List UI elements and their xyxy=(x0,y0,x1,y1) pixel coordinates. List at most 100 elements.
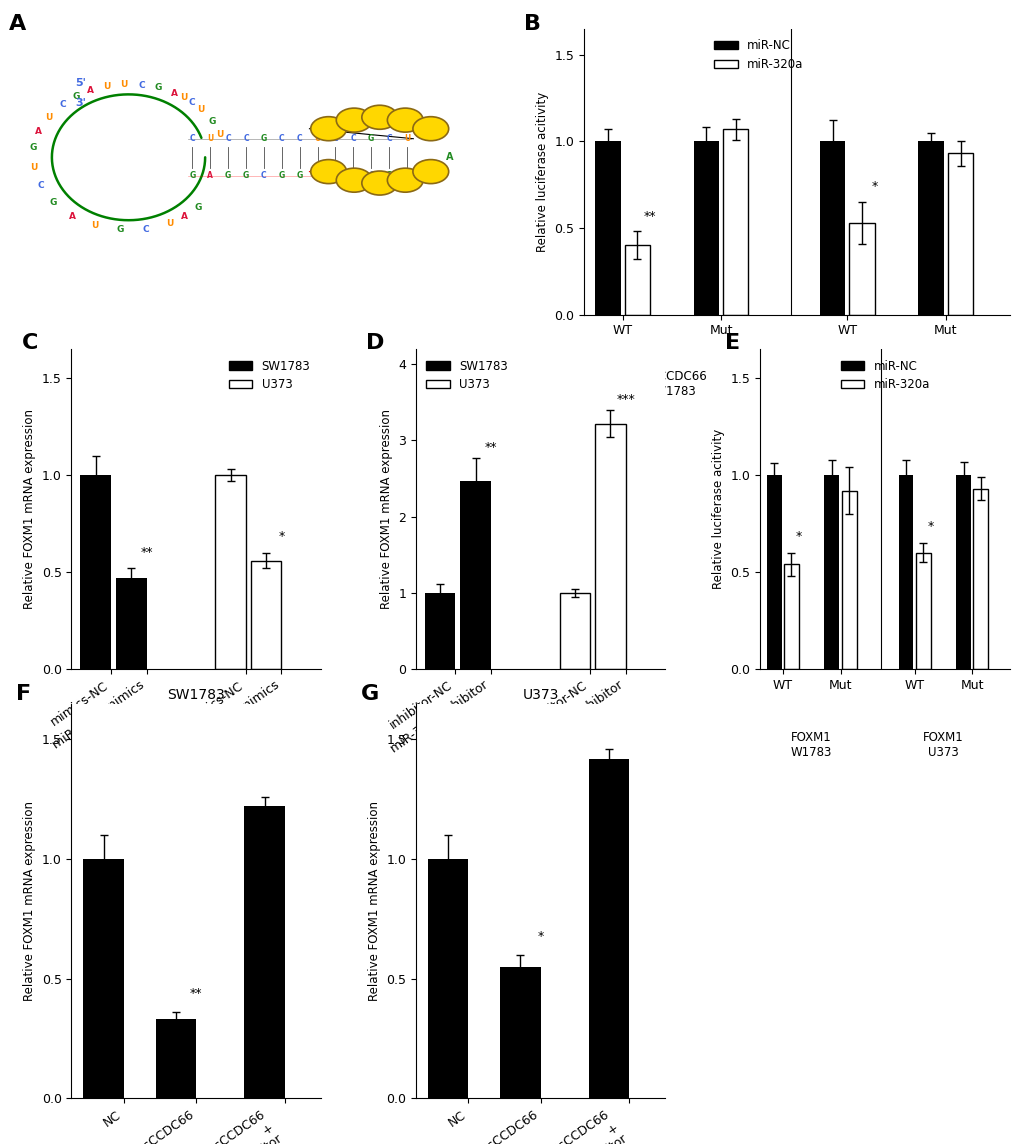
Text: 3': 3' xyxy=(75,98,86,108)
Text: G: G xyxy=(361,684,379,704)
Bar xyxy=(972,488,987,669)
Text: D: D xyxy=(366,333,384,352)
Text: E: E xyxy=(725,333,740,352)
Bar xyxy=(595,141,620,315)
Text: C: C xyxy=(297,134,303,143)
Text: A: A xyxy=(445,152,453,162)
Bar xyxy=(559,593,590,669)
Text: C: C xyxy=(190,134,195,143)
Text: G: G xyxy=(116,225,123,235)
Bar xyxy=(215,475,246,669)
Circle shape xyxy=(362,172,397,194)
Text: G: G xyxy=(154,84,162,93)
Text: C: C xyxy=(21,333,38,352)
Text: C: C xyxy=(59,100,65,109)
Bar xyxy=(460,480,490,669)
Text: ***: *** xyxy=(615,394,635,406)
Bar xyxy=(956,475,970,669)
Bar xyxy=(588,758,629,1098)
Text: A: A xyxy=(36,127,43,136)
Bar xyxy=(693,141,718,315)
Circle shape xyxy=(336,109,372,133)
Text: C: C xyxy=(189,98,195,106)
Y-axis label: Relative FOXM1 mRNA expression: Relative FOXM1 mRNA expression xyxy=(379,410,392,609)
Bar xyxy=(898,475,913,669)
Text: A: A xyxy=(314,172,320,181)
Legend: miR-NC, miR-320a: miR-NC, miR-320a xyxy=(836,355,934,396)
Text: G: G xyxy=(208,117,216,126)
Y-axis label: Relative luciferase acitivity: Relative luciferase acitivity xyxy=(535,92,548,252)
Text: C: C xyxy=(243,134,249,143)
Bar xyxy=(624,245,649,315)
Bar xyxy=(784,564,798,669)
Text: G: G xyxy=(297,172,303,181)
Text: C: C xyxy=(332,134,338,143)
Circle shape xyxy=(311,117,346,141)
Text: G: G xyxy=(72,92,79,101)
Bar xyxy=(84,859,123,1098)
Text: C: C xyxy=(143,224,149,233)
Text: *: * xyxy=(926,521,932,533)
Text: U: U xyxy=(166,219,173,228)
Circle shape xyxy=(413,117,448,141)
Text: C: C xyxy=(279,134,284,143)
Text: A: A xyxy=(68,212,75,221)
Circle shape xyxy=(336,168,372,192)
Bar xyxy=(251,561,281,669)
Bar xyxy=(917,141,943,315)
Text: A: A xyxy=(181,212,189,221)
Text: G: G xyxy=(385,172,392,181)
Text: G: G xyxy=(243,172,249,181)
Text: U: U xyxy=(30,162,38,172)
Text: **: ** xyxy=(190,987,202,1000)
Text: G: G xyxy=(261,134,267,143)
Circle shape xyxy=(311,160,346,184)
Circle shape xyxy=(387,168,423,192)
Text: **: ** xyxy=(643,209,655,223)
Y-axis label: Relative FOXM1 mRNA expression: Relative FOXM1 mRNA expression xyxy=(23,801,36,1001)
Bar xyxy=(116,578,147,669)
Bar xyxy=(245,807,284,1098)
Text: U: U xyxy=(404,134,410,143)
Text: B: B xyxy=(524,15,541,34)
Text: G: G xyxy=(368,134,374,143)
Bar xyxy=(819,141,845,315)
Text: A: A xyxy=(171,89,178,98)
Text: A: A xyxy=(404,172,410,181)
Text: C: C xyxy=(138,80,145,89)
Text: U: U xyxy=(179,93,186,102)
Bar xyxy=(424,593,454,669)
Text: G: G xyxy=(350,172,356,181)
Bar xyxy=(947,153,972,315)
Y-axis label: Relative luciferase acitivity: Relative luciferase acitivity xyxy=(711,429,725,589)
Text: U: U xyxy=(216,130,223,140)
Text: C: C xyxy=(386,134,391,143)
Legend: miR-NC, miR-320a: miR-NC, miR-320a xyxy=(708,34,807,76)
Bar xyxy=(823,475,839,669)
Title: U373: U373 xyxy=(522,689,558,702)
Y-axis label: Relative FOXM1 mRNA expression: Relative FOXM1 mRNA expression xyxy=(23,410,36,609)
Text: U: U xyxy=(120,80,127,89)
Text: G: G xyxy=(50,198,57,207)
Text: **: ** xyxy=(484,442,496,454)
Text: A: A xyxy=(207,172,213,181)
Circle shape xyxy=(413,160,448,184)
Text: U: U xyxy=(103,81,111,90)
Bar xyxy=(766,475,781,669)
Bar xyxy=(500,967,540,1098)
Text: C: C xyxy=(368,172,374,181)
Text: circCCDC66
SW1783: circCCDC66 SW1783 xyxy=(636,370,706,398)
Text: *: * xyxy=(871,181,877,193)
Text: 5': 5' xyxy=(75,78,86,88)
Bar xyxy=(427,859,468,1098)
Text: G: G xyxy=(194,204,201,212)
Text: U: U xyxy=(45,112,52,121)
Text: C: C xyxy=(351,134,356,143)
Text: U: U xyxy=(91,221,99,230)
Text: *: * xyxy=(278,530,284,543)
Text: circCCDC66
U373: circCCDC66 U373 xyxy=(861,370,930,398)
Text: A: A xyxy=(9,15,26,34)
Text: FOXM1
U373: FOXM1 U373 xyxy=(922,731,963,760)
Text: C: C xyxy=(37,182,44,190)
Text: C: C xyxy=(261,172,266,181)
